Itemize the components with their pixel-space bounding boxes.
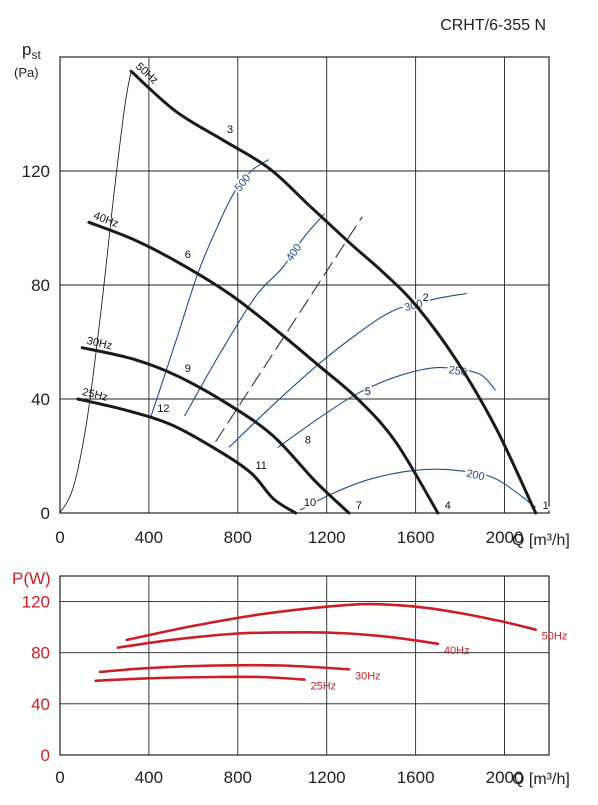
power-curve-label: 30Hz [355, 670, 381, 682]
operating-point-label: 9 [185, 363, 191, 375]
fan-curve-label: 50Hz [133, 61, 160, 87]
y-tick-label: 0 [41, 746, 50, 765]
x-tick-label: 800 [224, 528, 252, 547]
operating-point-label: 11 [255, 460, 266, 472]
operating-point-label: 5 [365, 386, 371, 398]
y-tick-label: 40 [31, 390, 50, 409]
x-tick-label: 1200 [308, 768, 346, 787]
fan-curve-30Hz [80, 346, 351, 515]
power-curve-40Hz [116, 630, 440, 649]
y-axis-label-pressure: pst [22, 40, 41, 62]
x-tick-label: 1600 [397, 768, 435, 787]
x-tick-label: 800 [224, 768, 252, 787]
y-tick-label: 80 [31, 644, 50, 663]
x-tick-label: 0 [55, 528, 64, 547]
y-axis-label-power: P(W) [12, 569, 51, 588]
fan-curve-label: 30Hz [86, 335, 114, 352]
operating-point-label: 6 [185, 249, 191, 261]
operating-point-label: 2 [423, 292, 429, 304]
efficiency-curve-200 [299, 468, 537, 511]
operating-point-label: 7 [356, 500, 362, 512]
x-tick-label: 2000 [486, 528, 524, 547]
y-tick-label: 120 [22, 593, 50, 612]
power-curve-label: 25Hz [311, 681, 337, 693]
power-curve-25Hz [94, 675, 306, 683]
power-curve-label: 40Hz [444, 645, 470, 657]
x-tick-label: 1200 [308, 528, 346, 547]
efficiency-curve-250 [277, 367, 497, 448]
operating-point-label: 12 [157, 403, 169, 415]
chart-title: CRHT/6-355 N [440, 17, 546, 34]
y-tick-label: 80 [31, 276, 50, 295]
x-axis-label-top: Q [m³/h] [512, 532, 570, 549]
y-tick-label: 40 [31, 695, 50, 714]
power-curve-30Hz [98, 663, 351, 674]
efficiency-curve-label: 400 [284, 242, 304, 264]
x-tick-label: 1600 [397, 528, 435, 547]
power-plot: 0 400 800 1200 1600 2000 0 40 80 120 50Hz 40Hz 30Hz 2… [22, 575, 568, 787]
y-axis-unit-pressure: (Pa) [14, 65, 39, 80]
operating-point-label: 3 [227, 124, 233, 136]
operating-point-label: 1 [543, 500, 549, 512]
efficiency-curve-400 [184, 213, 325, 417]
y-tick-label: 0 [41, 504, 50, 523]
fan-curve-25Hz [76, 397, 298, 515]
efficiency-curve-label: 200 [465, 468, 485, 484]
x-tick-label: 400 [135, 528, 163, 547]
system-curve-line [59, 71, 132, 514]
x-tick-label: 400 [135, 768, 163, 787]
y-tick-label: 120 [22, 162, 50, 181]
dashed-boundary-line [215, 216, 363, 443]
efficiency-curve-500 [150, 159, 270, 417]
fan-curve-label: 25Hz [81, 386, 109, 404]
fan-curve-50Hz [129, 69, 538, 515]
operating-point-label: 4 [445, 500, 451, 512]
power-curve-50Hz [125, 602, 537, 642]
power-plot-frame [59, 575, 550, 756]
operating-point-label: 8 [305, 434, 311, 446]
pressure-plot: 0 400 800 1200 1600 2000040801205004003002502… [22, 56, 550, 547]
x-tick-label: 0 [55, 768, 64, 787]
x-tick-label: 2000 [486, 768, 524, 787]
operating-point-label: 10 [304, 497, 316, 509]
x-axis-label-bottom: Q [m³/h] [512, 771, 570, 788]
power-curve-label: 50Hz [542, 631, 568, 643]
fan-curve-40Hz [87, 220, 440, 515]
efficiency-curve-300 [228, 292, 467, 448]
